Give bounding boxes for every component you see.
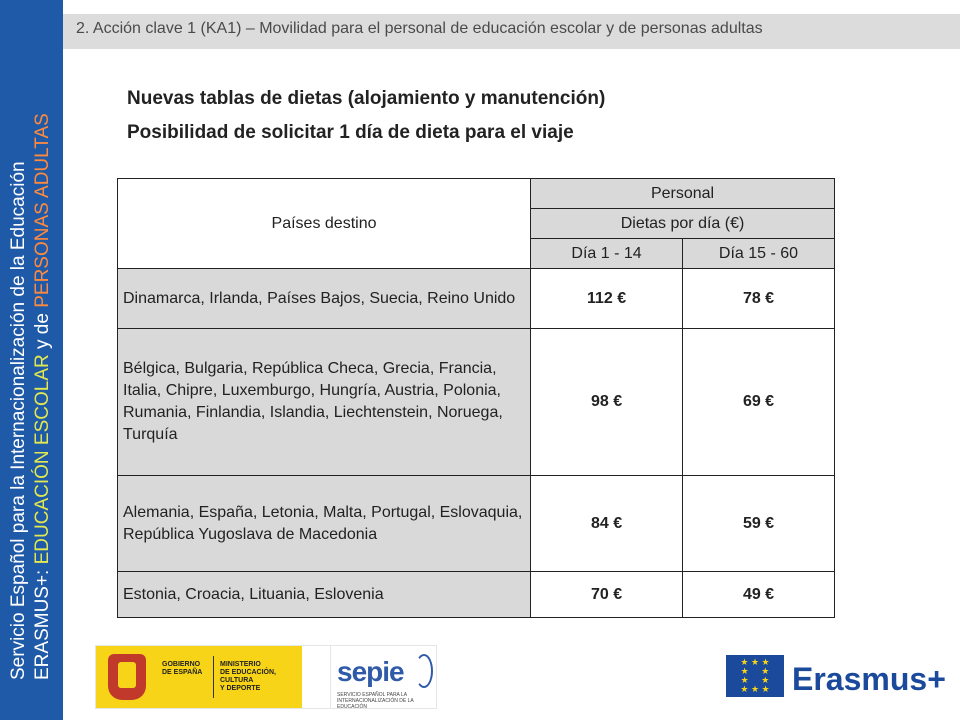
sepie-subtitle: SERVICIO ESPAÑOL PARA LA INTERNACIONALIZ… bbox=[337, 692, 414, 710]
sidebar-prefix: ERASMUS+: bbox=[32, 564, 53, 680]
table-row: Estonia, Croacia, Lituania, Eslovenia 70… bbox=[116, 571, 835, 618]
logo-divider bbox=[213, 656, 214, 698]
header-text: 2. Acción clave 1 (KA1) – Movilidad para… bbox=[76, 20, 763, 37]
sepie-word: sepie bbox=[337, 656, 405, 687]
row-countries: Bélgica, Bulgaria, República Checa, Grec… bbox=[116, 328, 532, 476]
ministerio-text: MINISTERIO DE EDUCACIÓN, CULTURA Y DEPOR… bbox=[220, 661, 277, 692]
eu-flag-icon: ★ ★ ★ ★ ★ ★ ★ ★ ★ ★ bbox=[726, 655, 784, 697]
row-value-d2: 49 € bbox=[682, 571, 835, 618]
page-title-1: Nuevas tablas de dietas (alojamiento y m… bbox=[127, 88, 606, 109]
sidebar: Servicio Español para la Internacionaliz… bbox=[0, 0, 63, 720]
sepie-ring-icon bbox=[415, 654, 433, 688]
table-header-row-1: Países destino Personal bbox=[116, 178, 835, 269]
table-row: Dinamarca, Irlanda, Países Bajos, Suecia… bbox=[116, 268, 835, 329]
row-countries: Dinamarca, Irlanda, Países Bajos, Suecia… bbox=[116, 268, 532, 329]
header-col-dia-1-14: Día 1 - 14 bbox=[530, 238, 684, 269]
erasmus-logo: ★ ★ ★ ★ ★ ★ ★ ★ ★ ★ Erasmus+ bbox=[726, 655, 946, 705]
header-col-dia-15-60: Día 15 - 60 bbox=[682, 238, 835, 269]
dietas-table: Países destino Personal Dietas por día (… bbox=[116, 178, 835, 618]
erasmus-word: Erasmus+ bbox=[792, 661, 946, 697]
spain-crest-icon bbox=[108, 654, 146, 700]
eu-stars-icon: ★ ★ ★ ★ ★ ★ ★ ★ ★ ★ bbox=[740, 657, 770, 694]
header-personal: Personal bbox=[530, 178, 835, 209]
row-value-d2: 69 € bbox=[682, 328, 835, 476]
row-value-d1: 98 € bbox=[530, 328, 684, 476]
sidebar-line-2: ERASMUS+: EDUCACIÓN ESCOLAR y de PERSONA… bbox=[32, 113, 54, 680]
row-value-d1: 112 € bbox=[530, 268, 684, 329]
header-bar: 2. Acción clave 1 (KA1) – Movilidad para… bbox=[63, 14, 960, 49]
row-value-d1: 84 € bbox=[530, 475, 684, 572]
header-countries: Países destino bbox=[116, 178, 532, 269]
table-header-row-3: Día 1 - 14 Día 15 - 60 bbox=[118, 238, 835, 269]
sepie-logo: sepie SERVICIO ESPAÑOL PARA LA INTERNACI… bbox=[330, 645, 437, 710]
header-dietas: Dietas por día (€) bbox=[530, 208, 835, 239]
table-row: Bélgica, Bulgaria, República Checa, Grec… bbox=[116, 328, 835, 476]
sidebar-mid: y de bbox=[32, 307, 53, 355]
row-countries: Alemania, España, Letonia, Malta, Portug… bbox=[116, 475, 532, 572]
gobierno-logo: GOBIERNO DE ESPAÑA MINISTERIO DE EDUCACI… bbox=[95, 645, 332, 709]
sidebar-accent-adultas: PERSONAS ADULTAS bbox=[32, 113, 53, 308]
row-value-d2: 59 € bbox=[682, 475, 835, 572]
sidebar-vertical-text: Servicio Español para la Internacionaliz… bbox=[0, 0, 63, 690]
gobierno-yellow-band: GOBIERNO DE ESPAÑA MINISTERIO DE EDUCACI… bbox=[96, 646, 302, 708]
sidebar-accent-escolar: EDUCACIÓN ESCOLAR bbox=[32, 354, 53, 565]
table-row: Alemania, España, Letonia, Malta, Portug… bbox=[116, 475, 835, 572]
row-countries: Estonia, Croacia, Lituania, Eslovenia bbox=[116, 571, 532, 618]
table-header-row-2: Dietas por día (€) bbox=[118, 208, 835, 239]
row-value-d2: 78 € bbox=[682, 268, 835, 329]
page-title-2: Posibilidad de solicitar 1 día de dieta … bbox=[127, 122, 574, 143]
gobierno-text: GOBIERNO DE ESPAÑA bbox=[162, 661, 203, 676]
sidebar-line-1: Servicio Español para la Internacionaliz… bbox=[8, 161, 29, 680]
row-value-d1: 70 € bbox=[530, 571, 684, 618]
